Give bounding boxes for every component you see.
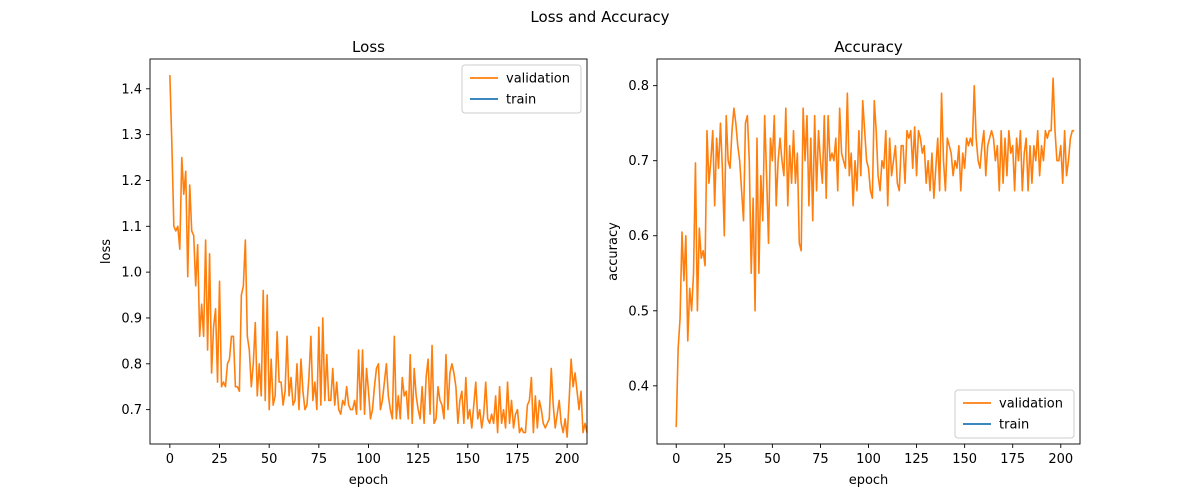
loss-x-tick-label: 75 <box>311 452 328 467</box>
accuracy-series-validation-line <box>675 77 1075 428</box>
loss-y-tick-label: 0.7 <box>121 403 142 418</box>
loss-x-tick-label: 200 <box>555 452 580 467</box>
accuracy-x-tick-label: 100 <box>856 452 881 467</box>
loss-x-tick-label: 100 <box>356 452 381 467</box>
loss-x-tick-label: 150 <box>455 452 480 467</box>
accuracy-y-axis-label: accuracy <box>606 222 621 281</box>
figure-suptitle: Loss and Accuracy <box>530 8 669 26</box>
loss-x-tick-label: 50 <box>261 452 278 467</box>
loss-y-tick-label: 0.9 <box>121 311 142 326</box>
loss-title: Loss <box>352 38 385 56</box>
accuracy-y-tick-label: 0.7 <box>628 154 649 169</box>
loss-series-validation-line <box>169 75 588 438</box>
accuracy-y-tick-label: 0.4 <box>628 379 649 394</box>
accuracy-x-tick-label: 175 <box>1000 452 1025 467</box>
accuracy-title: Accuracy <box>834 38 903 56</box>
loss-panel: Loss 0 25 50 75 100 125 150 175 200 0.7 0.8 0.9 1.0 1.… <box>99 38 588 488</box>
loss-y-tick-label: 1.3 <box>121 128 142 143</box>
loss-y-axis-label: loss <box>99 239 114 264</box>
accuracy-x-tick-label: 125 <box>904 452 929 467</box>
accuracy-legend: validation train <box>954 389 1075 439</box>
loss-legend-label-train: train <box>506 93 536 108</box>
loss-legend: validation train <box>461 64 582 114</box>
loss-x-axis-label: epoch <box>349 473 389 488</box>
loss-y-tick-label: 0.8 <box>121 357 142 372</box>
accuracy-x-axis-label: epoch <box>849 473 889 488</box>
loss-y-tick-label: 1.4 <box>121 82 142 97</box>
accuracy-y-tick-label: 0.6 <box>628 229 649 244</box>
accuracy-x-tick-label: 75 <box>812 452 829 467</box>
loss-legend-box <box>461 64 582 114</box>
accuracy-x-tick-label: 200 <box>1048 452 1073 467</box>
accuracy-x-tick-label: 25 <box>716 452 733 467</box>
loss-y-tick-label: 1.1 <box>121 220 142 235</box>
loss-x-tick-label: 125 <box>406 452 431 467</box>
loss-y-tick-label: 1.2 <box>121 174 142 189</box>
loss-x-tick-label: 175 <box>505 452 530 467</box>
loss-x-tick-label: 0 <box>166 452 174 467</box>
accuracy-panel: Accuracy 0 25 50 75 100 125 150 175 200 0.4 0.5 0.6 0… <box>606 38 1081 488</box>
accuracy-x-tick-label: 50 <box>764 452 781 467</box>
accuracy-x-tick-label: 0 <box>672 452 680 467</box>
accuracy-y-tick-label: 0.5 <box>628 304 649 319</box>
accuracy-legend-label-train: train <box>999 418 1029 433</box>
loss-x-tick-label: 25 <box>211 452 228 467</box>
accuracy-legend-label-validation: validation <box>999 397 1063 412</box>
loss-legend-label-validation: validation <box>506 72 570 87</box>
accuracy-y-tick-label: 0.8 <box>628 79 649 94</box>
accuracy-x-tick-label: 150 <box>952 452 977 467</box>
accuracy-legend-box <box>954 389 1075 439</box>
loss-y-tick-label: 1.0 <box>121 266 142 281</box>
